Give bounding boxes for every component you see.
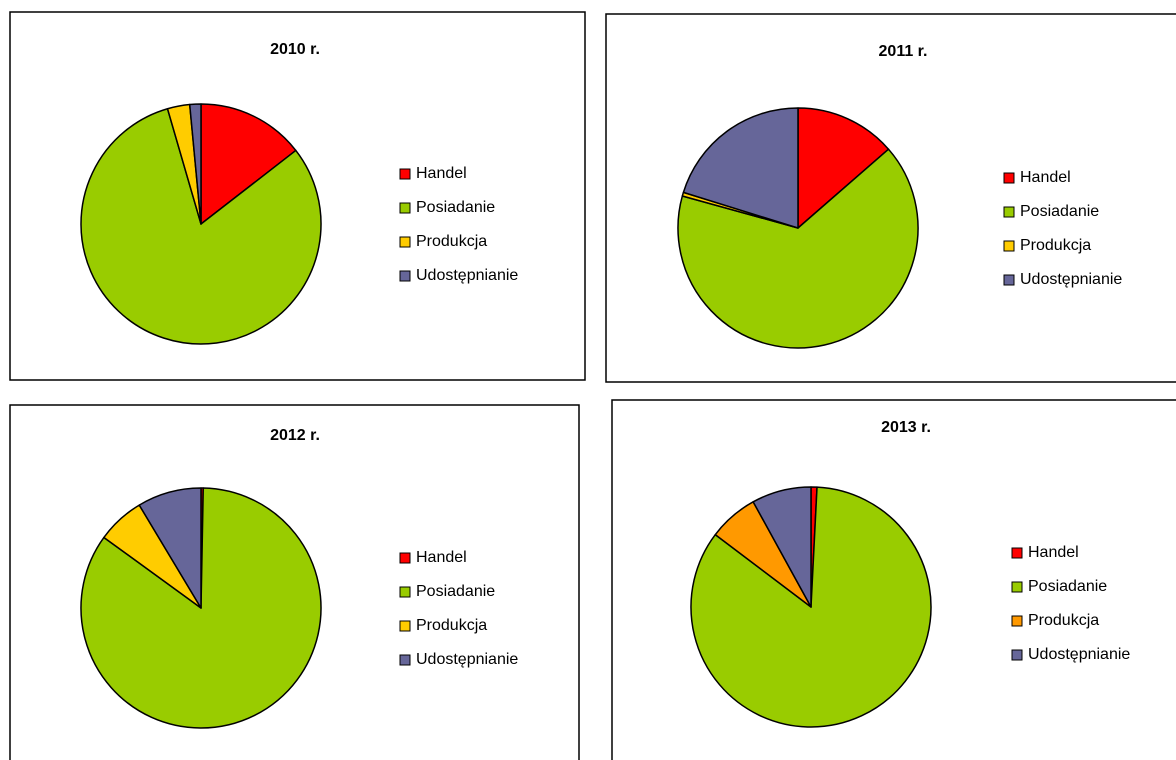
legend-swatch: [399, 236, 411, 248]
chart-title: 2011 r.: [879, 43, 928, 60]
legend-swatch: [399, 168, 411, 180]
pie-slice: [682, 107, 799, 229]
legend-swatch: [399, 620, 411, 632]
legend-label: Udostępnianie: [1020, 271, 1122, 288]
chart-title: 2012 r.: [270, 427, 320, 444]
chart-title: 2010 r.: [270, 41, 320, 58]
legend-swatch: [1011, 547, 1023, 559]
pie-slice: [138, 487, 202, 609]
legend-swatch: [399, 202, 411, 214]
pie-slice: [752, 486, 812, 608]
legend-swatch: [1003, 172, 1015, 184]
legend-swatch: [1011, 581, 1023, 593]
legend-swatch: [399, 270, 411, 282]
legend-swatch: [399, 586, 411, 598]
legend-label: Handel: [1020, 169, 1071, 186]
legend-swatch: [399, 552, 411, 564]
legend-label: Posiadanie: [1028, 578, 1107, 595]
pie-slice: [677, 148, 919, 349]
legend-label: Handel: [416, 165, 467, 182]
pie-slice: [188, 103, 202, 225]
legend-label: Udostępnianie: [416, 651, 518, 668]
legend-swatch: [399, 654, 411, 666]
legend-swatch: [1011, 615, 1023, 627]
legend-swatch: [1003, 274, 1015, 286]
legend-swatch: [1011, 649, 1023, 661]
legend-label: Posiadanie: [1020, 203, 1099, 220]
legend-label: Produkcja: [1020, 237, 1091, 254]
legend-label: Produkcja: [1028, 612, 1099, 629]
legend-swatch: [1003, 206, 1015, 218]
legend-label: Udostępnianie: [1028, 646, 1130, 663]
legend-label: Produkcja: [416, 233, 487, 250]
legend-label: Posiadanie: [416, 199, 495, 216]
pie-slice: [797, 107, 890, 229]
chart-title: 2013 r.: [881, 419, 931, 436]
legend-label: Handel: [1028, 544, 1079, 561]
legend-label: Posiadanie: [416, 583, 495, 600]
legend-label: Handel: [416, 549, 467, 566]
pie-slice: [80, 108, 322, 345]
pie-slice: [200, 103, 297, 225]
legend-swatch: [1003, 240, 1015, 252]
legend-label: Produkcja: [416, 617, 487, 634]
legend-label: Udostępnianie: [416, 267, 518, 284]
